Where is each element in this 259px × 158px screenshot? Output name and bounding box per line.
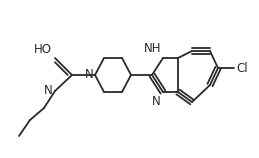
Text: N: N (85, 69, 94, 82)
Text: Cl: Cl (236, 61, 248, 75)
Text: N: N (44, 85, 53, 97)
Text: NH: NH (143, 42, 161, 55)
Text: HO: HO (34, 43, 52, 56)
Text: N: N (152, 95, 161, 108)
